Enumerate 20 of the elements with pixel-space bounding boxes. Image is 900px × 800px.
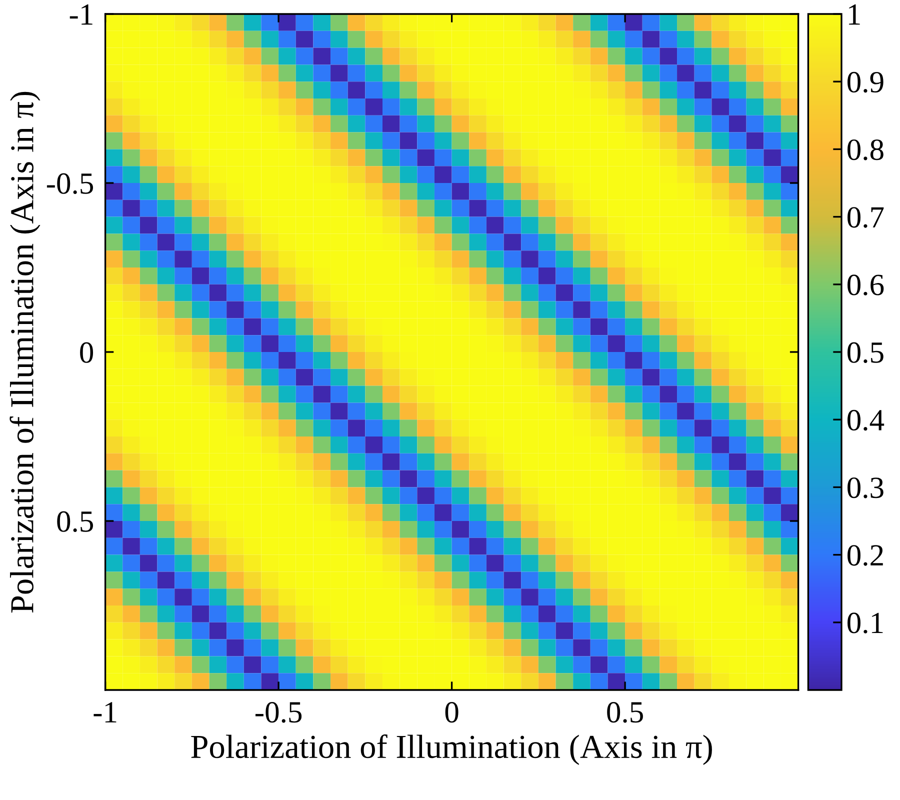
color-bar-label: 0.5 xyxy=(848,342,884,364)
color-bar-label: 0.6 xyxy=(848,274,884,296)
y-tick-label: 0.5 xyxy=(57,511,93,532)
color-bar-label: 0.3 xyxy=(848,477,884,498)
color-bar-label: 0.7 xyxy=(848,207,884,228)
y-tick-label: 0 xyxy=(80,342,94,363)
x-tick-label: 0.5 xyxy=(607,702,643,723)
color-bar-label: 0.9 xyxy=(848,72,884,93)
x-tick-label: -0.5 xyxy=(256,702,302,723)
color-bar-label: 0.1 xyxy=(848,612,883,634)
y-tick-label: -1 xyxy=(70,4,92,25)
y-axis-title: Polarization of Illumination (Axis in π) xyxy=(10,92,40,613)
color-bar-label: 0.4 xyxy=(848,410,884,431)
x-tick-label: -1 xyxy=(94,702,116,722)
x-tick-label: 0 xyxy=(445,702,458,723)
y-tick-label: -0.5 xyxy=(46,173,93,194)
color-bar-label: 0.2 xyxy=(848,545,883,566)
x-axis-title: Polarization of Illumination (Axis in π) xyxy=(191,734,712,765)
color-bar-label: 0.8 xyxy=(848,139,884,160)
color-bar-label: 1 xyxy=(849,4,860,25)
